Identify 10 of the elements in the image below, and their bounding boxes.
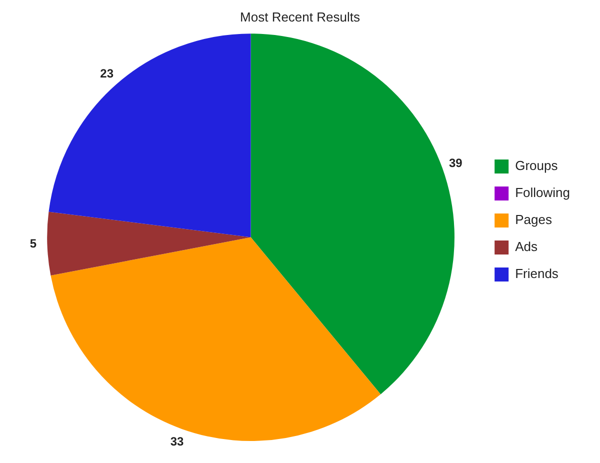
chart-title: Most Recent Results [240, 9, 360, 24]
legend-label: Following [515, 185, 570, 200]
data-label: 39 [448, 156, 463, 170]
legend-label: Pages [515, 212, 552, 228]
legend-label: Groups [515, 158, 558, 174]
legend-label: Ads [515, 239, 538, 254]
data-label: 23 [100, 66, 114, 80]
data-label: 33 [170, 434, 184, 448]
data-label: 5 [30, 236, 37, 250]
legend-label: Friends [515, 266, 559, 282]
